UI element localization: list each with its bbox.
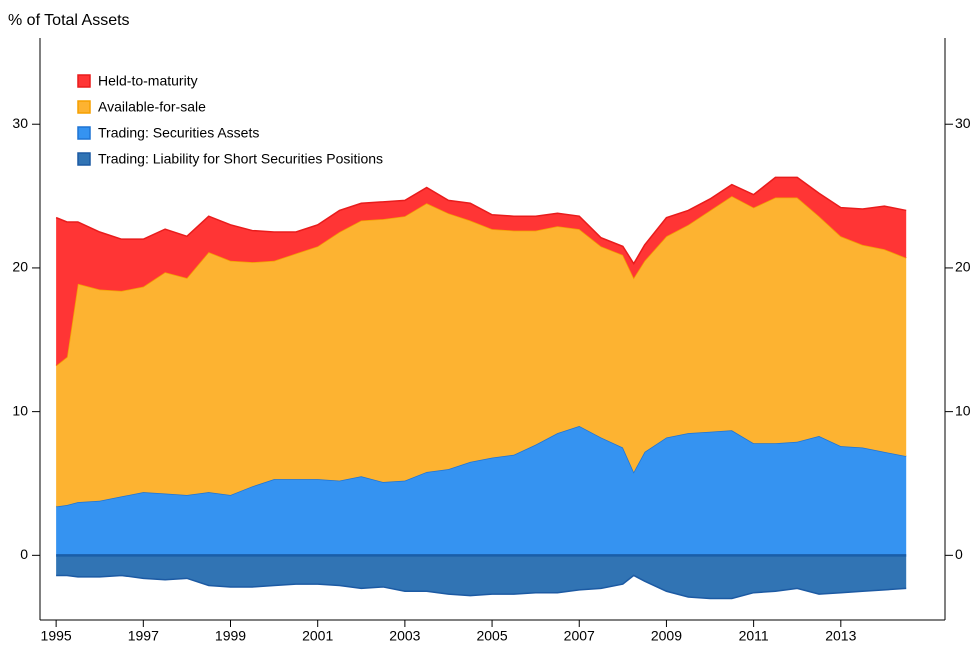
x-tick-label: 1995	[41, 628, 72, 644]
area-edge	[55, 176, 907, 266]
legend-swatch	[77, 126, 91, 140]
y-axis-label: % of Total Assets	[8, 12, 130, 29]
y-tick-label-right: 30	[955, 115, 971, 131]
legend-label: Trading: Liability for Short Securities …	[98, 151, 383, 167]
plot-area	[55, 176, 907, 600]
y-tick-label-right: 20	[955, 259, 971, 275]
x-tick-label: 2013	[825, 628, 856, 644]
legend-label: Held-to-maturity	[98, 73, 198, 89]
legend: Held-to-maturity Available-for-sale Tradin…	[77, 73, 383, 167]
x-tick-label: 1999	[215, 628, 246, 644]
x-tick-label: 2003	[389, 628, 420, 644]
y-tick-label: 30	[12, 115, 28, 131]
y-tick-label: 20	[12, 259, 28, 275]
legend-swatch	[77, 74, 91, 88]
legend-swatch	[77, 152, 91, 166]
y-tick-label-right: 10	[955, 402, 971, 418]
y-tick-label: 0	[20, 546, 28, 562]
area	[56, 555, 907, 599]
x-tick-label: 2009	[651, 628, 682, 644]
area-edge	[56, 574, 907, 600]
legend-swatch	[77, 100, 91, 114]
x-tick-label: 1997	[128, 628, 159, 644]
x-tick-label: 2011	[739, 628, 769, 644]
legend-label: Trading: Securities Assets	[98, 125, 259, 141]
area	[56, 426, 907, 556]
x-tick-label: 2005	[476, 628, 507, 644]
x-tick-label: 2007	[564, 628, 595, 644]
y-tick-label-right: 0	[955, 546, 963, 562]
y-tick-label: 10	[12, 402, 28, 418]
legend-label: Available-for-sale	[98, 99, 206, 115]
x-tick-label: 2001	[302, 628, 333, 644]
area	[56, 177, 907, 366]
area	[56, 196, 907, 507]
